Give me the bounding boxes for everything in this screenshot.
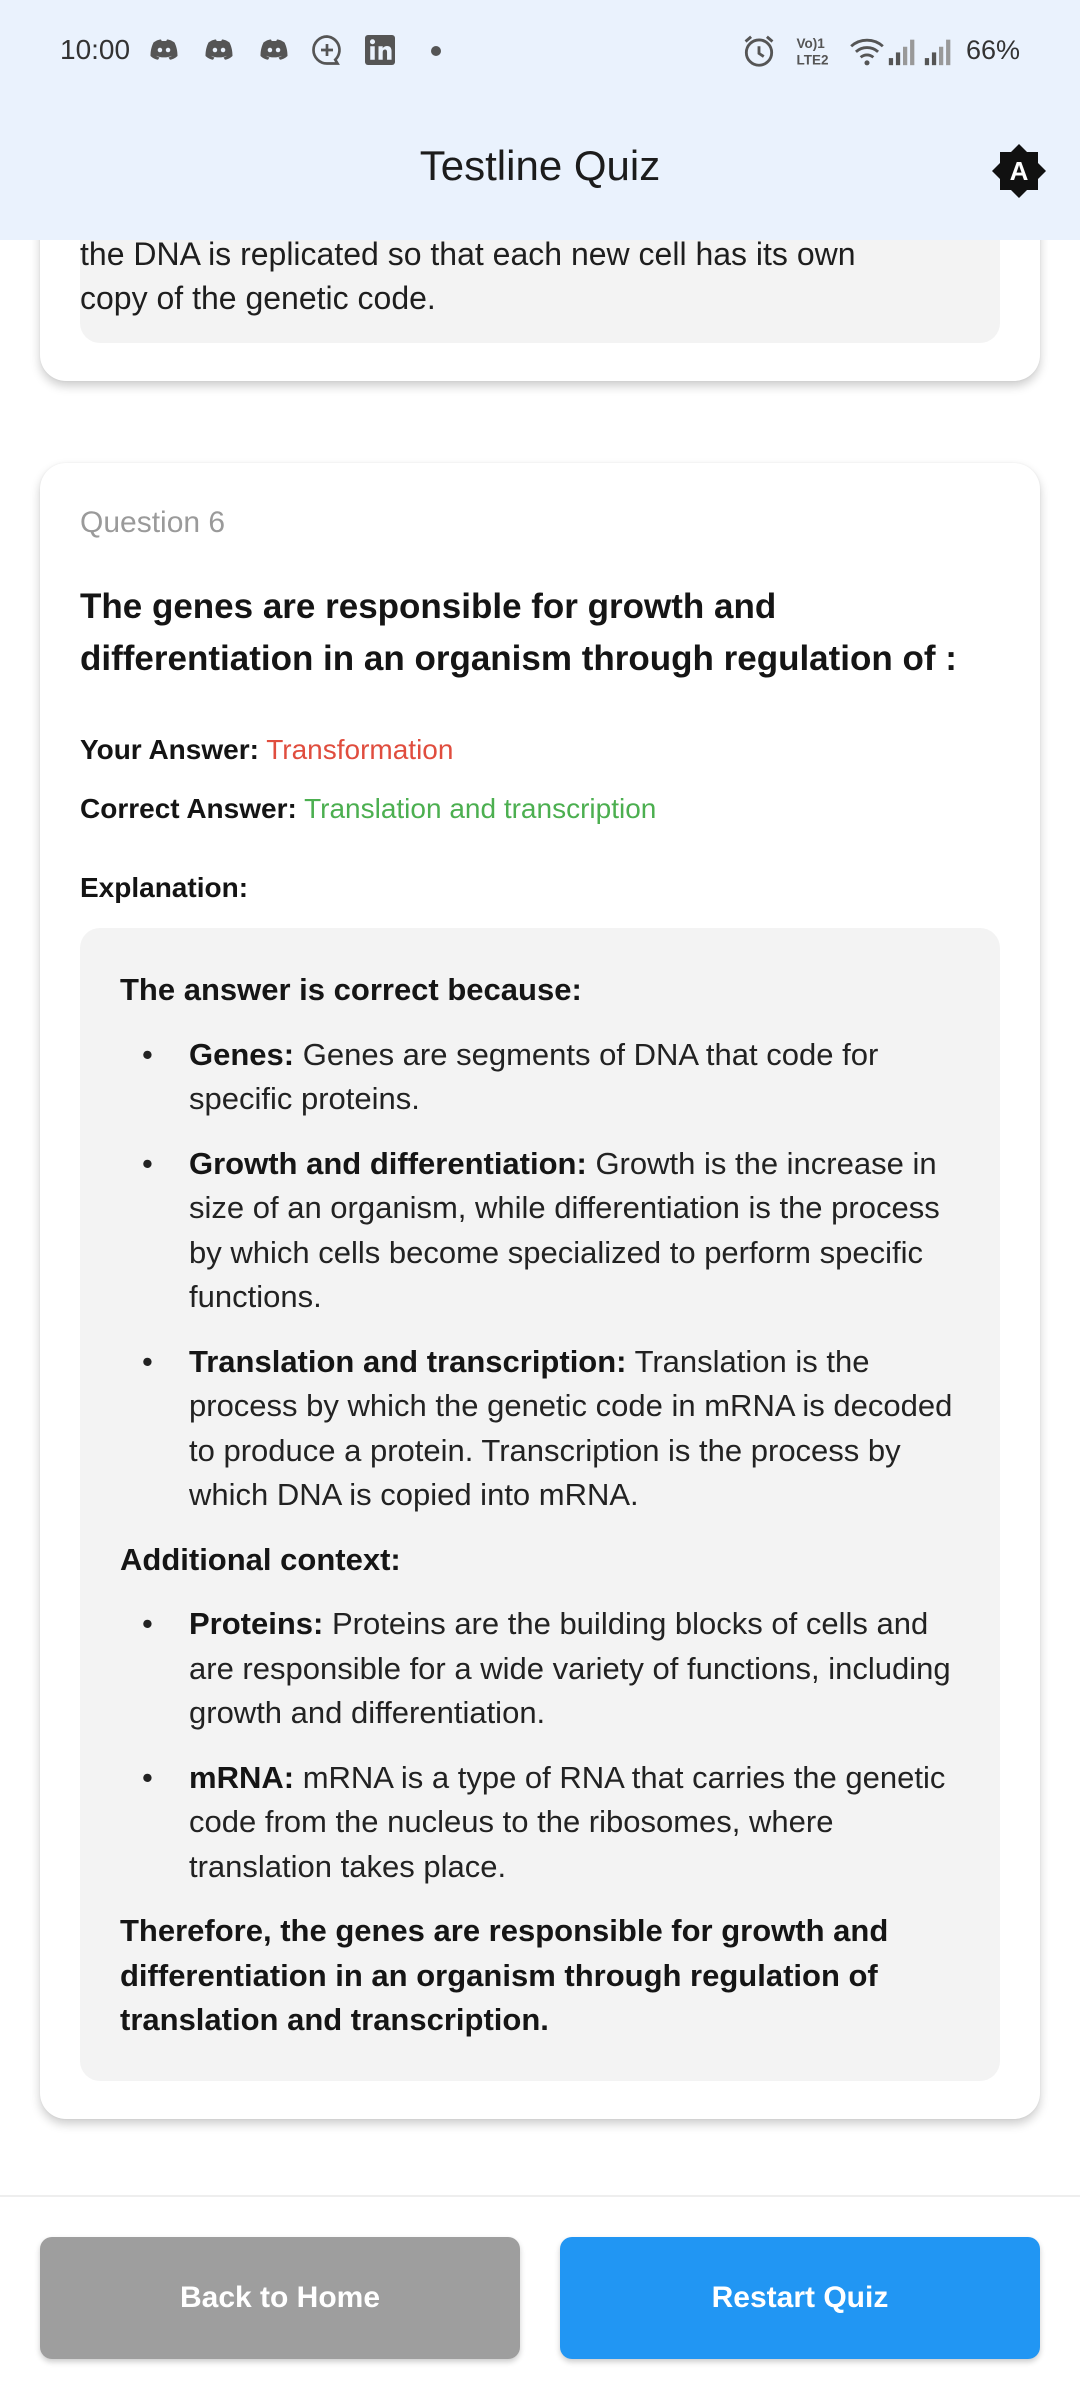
bullet: •	[142, 1606, 153, 1641]
discord-icon	[150, 39, 178, 60]
explanation-heading: The answer is correct because:	[120, 972, 582, 1007]
point-term: Genes:	[189, 1036, 295, 1072]
chat-plus-icon	[312, 35, 341, 65]
explanation-content: The answer is correct because: • Genes: …	[120, 968, 970, 2043]
battery-level: 66%	[966, 35, 1021, 65]
explanation-label: Explanation:	[80, 872, 249, 903]
more-notifications-dot	[431, 46, 441, 56]
explanation-points: • Genes: Genes are segments of DNA that …	[120, 1033, 970, 1518]
point-term: mRNA:	[189, 1759, 295, 1795]
list-item: • Proteins: Proteins are the building bl…	[120, 1602, 970, 1736]
back-to-home-button[interactable]: Back to Home	[40, 2237, 520, 2359]
volte-icon: Vo)1 LTE2	[797, 36, 829, 68]
point-term: Proteins:	[189, 1606, 324, 1641]
point-text: Proteins are the building blocks of cell…	[189, 1606, 951, 1730]
bottom-action-bar: Back to Home Restart Quiz	[0, 2195, 1080, 2400]
explanation-conclusion: Therefore, the genes are responsible for…	[120, 1913, 889, 2037]
signal-icon	[924, 39, 951, 66]
point-text: mRNA is a type of RNA that carries the g…	[189, 1759, 946, 1884]
list-item: • Genes: Genes are segments of DNA that …	[120, 1033, 970, 1122]
point-text: Translation is the process by which the …	[189, 1343, 953, 1513]
app-bar: 10:00	[0, 0, 1080, 240]
bullet: •	[142, 1343, 153, 1379]
linkedin-icon	[365, 35, 395, 65]
list-item: • mRNA: mRNA is a type of RNA that carri…	[120, 1756, 970, 1890]
alarm-icon	[744, 35, 774, 67]
restart-quiz-button[interactable]: Restart Quiz	[560, 2237, 1040, 2359]
app-title: Testline Quiz	[419, 142, 661, 189]
question-card: Question 6 The genes are responsible for…	[40, 463, 1040, 2119]
your-answer-row: Your Answer: Transformation	[80, 734, 453, 766]
status-time: 10:00	[60, 34, 131, 65]
point-term: Growth and differentiation:	[189, 1145, 587, 1181]
correct-answer-value: Translation and transcription	[304, 793, 657, 824]
bullet: •	[142, 1145, 153, 1181]
list-item: • Translation and transcription: Transla…	[120, 1340, 970, 1518]
question-text: The genes are responsible for growth and…	[80, 587, 957, 678]
explanation-box: The answer is correct because: • Genes: …	[80, 928, 1000, 2081]
bullet: •	[142, 1759, 153, 1795]
point-text: Growth is the increase in size of an org…	[189, 1145, 940, 1315]
bullet: •	[142, 1036, 153, 1072]
review-scroll-area[interactable]: the DNA is replicated so that each new c…	[0, 0, 1080, 2195]
correct-answer-label: Correct Answer:	[80, 793, 297, 824]
theme-letter: A	[1010, 156, 1029, 186]
question-number: Question 6	[80, 506, 226, 539]
brightness-auto-icon[interactable]: A	[991, 143, 1047, 199]
correct-answer-row: Correct Answer: Translation and transcri…	[80, 793, 656, 825]
explanation-cut-line: the DNA is replicated so that each new c…	[80, 236, 856, 272]
your-answer-value: Transformation	[266, 734, 454, 765]
previous-explanation-text: the DNA is replicated so that each new c…	[80, 232, 940, 320]
point-term: Translation and transcription:	[189, 1343, 627, 1379]
your-answer-label: Your Answer:	[80, 734, 259, 765]
list-item: • Growth and differentiation: Growth is …	[120, 1142, 970, 1320]
svg-text:Vo)1: Vo)1	[797, 36, 826, 51]
svg-text:LTE2: LTE2	[797, 53, 829, 68]
signal-icon	[888, 39, 915, 66]
discord-icon	[205, 39, 233, 60]
discord-icon	[260, 39, 288, 60]
point-text: Genes are segments of DNA that code for …	[189, 1036, 879, 1117]
context-heading: Additional context:	[120, 1541, 401, 1577]
explanation-last-line: copy of the genetic code.	[80, 280, 436, 316]
status-bar: 10:00	[0, 0, 1080, 104]
context-points: • Proteins: Proteins are the building bl…	[120, 1602, 970, 1889]
wifi-icon	[850, 38, 884, 66]
